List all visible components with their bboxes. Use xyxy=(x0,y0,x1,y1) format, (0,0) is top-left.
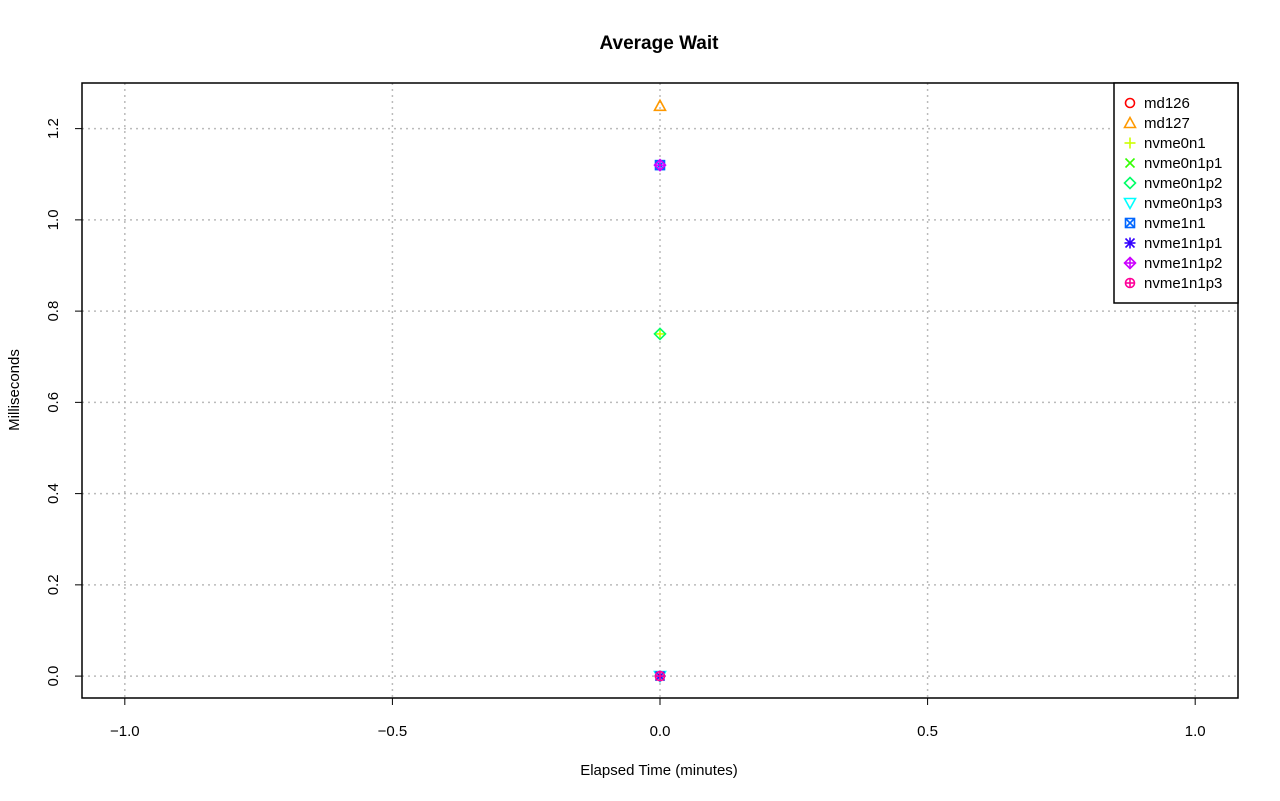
y-tick-label: 0.2 xyxy=(45,574,62,595)
legend-marker xyxy=(1124,237,1136,249)
legend: md126 md127 nvme0n1 nvme0n1p1 nvme0n1p2 nvme0… xyxy=(1113,82,1239,304)
legend-marker xyxy=(1124,217,1136,229)
x-tick-label: −0.5 xyxy=(378,723,408,740)
legend-item: nvme0n1 xyxy=(1124,135,1206,152)
data-point-md127 xyxy=(653,98,667,112)
y-tick-label: 0.0 xyxy=(45,666,62,687)
legend-label: nvme0n1 xyxy=(1144,135,1206,152)
legend-item: nvme0n1p1 xyxy=(1124,155,1222,172)
legend-item: md127 xyxy=(1123,115,1190,132)
legend-label: md127 xyxy=(1144,115,1190,132)
legend-item: nvme1n1p3 xyxy=(1124,275,1222,292)
legend-label: nvme0n1p2 xyxy=(1144,175,1222,192)
y-tick-label: 1.0 xyxy=(45,209,62,230)
legend-marker xyxy=(1124,137,1136,149)
chart-title: Average Wait xyxy=(600,33,720,54)
legend-marker xyxy=(1124,97,1136,109)
legend-marker xyxy=(1123,115,1137,129)
data-points xyxy=(653,98,667,684)
data-point-nvme0n1p2 xyxy=(653,327,667,341)
legend-label: nvme1n1p3 xyxy=(1144,275,1222,292)
legend-label: nvme1n1p1 xyxy=(1144,235,1222,252)
legend-marker xyxy=(1123,197,1137,211)
legend-box xyxy=(1113,82,1239,304)
y-axis: 0.0 0.2 0.4 0.6 0.8 1.0 1.2 xyxy=(45,118,82,687)
y-tick-label: 0.8 xyxy=(45,301,62,322)
legend-marker xyxy=(1123,176,1137,190)
x-tick-label: 1.0 xyxy=(1185,723,1206,740)
y-tick-label: 1.2 xyxy=(45,118,62,139)
legend-label: nvme1n1 xyxy=(1144,215,1206,232)
legend-label: nvme0n1p1 xyxy=(1144,155,1222,172)
y-tick-label: 0.6 xyxy=(45,392,62,413)
legend-item: nvme1n1p1 xyxy=(1124,235,1222,252)
legend-label: nvme0n1p3 xyxy=(1144,195,1222,212)
legend-label: md126 xyxy=(1144,95,1190,112)
legend-marker xyxy=(1123,256,1137,270)
data-point-nvme0n1 xyxy=(654,328,666,340)
x-tick-label: −1.0 xyxy=(110,723,140,740)
legend-item: nvme1n1p2 xyxy=(1123,255,1222,272)
data-point-nvme1n1p3 xyxy=(654,670,666,682)
legend-item: nvme0n1p3 xyxy=(1123,195,1222,212)
legend-item: nvme0n1p2 xyxy=(1123,175,1222,192)
legend-marker xyxy=(1124,157,1136,169)
legend-label: nvme1n1p2 xyxy=(1144,255,1222,272)
data-point-nvme1n1p2 xyxy=(653,158,667,172)
legend-marker xyxy=(1124,277,1136,289)
y-axis-label: Milliseconds xyxy=(6,349,23,431)
x-tick-label: 0.5 xyxy=(917,723,938,740)
legend-item: nvme1n1 xyxy=(1124,215,1206,232)
grid xyxy=(82,83,1238,698)
y-tick-label: 0.4 xyxy=(45,483,62,504)
legend-item: md126 xyxy=(1124,95,1190,112)
x-tick-label: 0.0 xyxy=(650,723,671,740)
x-axis: −1.0 −0.5 0.0 0.5 1.0 xyxy=(110,698,1206,740)
plot-frame xyxy=(81,82,1239,699)
x-axis-label: Elapsed Time (minutes) xyxy=(580,762,738,779)
